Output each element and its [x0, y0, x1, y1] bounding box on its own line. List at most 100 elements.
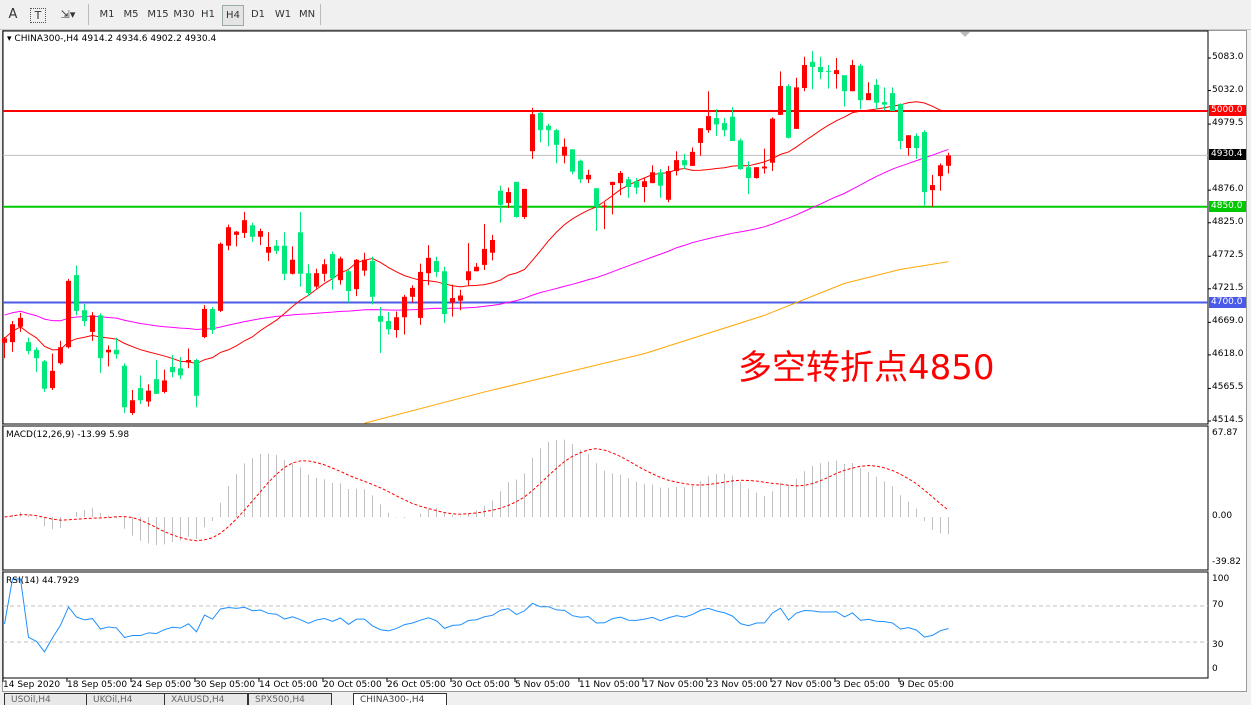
candle-body [690, 151, 695, 166]
candle-body [650, 172, 655, 184]
candle-body [722, 123, 727, 131]
rsi-label: RSI(14) 44.7929 [6, 576, 80, 586]
candle-body [706, 116, 711, 131]
date-axis-label: 30 Oct 05:00 [451, 680, 510, 690]
timeframe-m1-button[interactable]: M1 [99, 9, 115, 20]
symbol-ohlc: CHINA300-,H4 4914.2 4934.6 4902.2 4930.4 [14, 34, 217, 44]
price-axis-label: 5083.0 [1212, 52, 1244, 62]
price-panel-frame [2, 30, 1209, 425]
candle-body [482, 248, 487, 265]
timeframe-h4-button[interactable]: H4 [222, 5, 244, 26]
text-tool-icon[interactable]: A [8, 7, 18, 22]
date-axis-label: 20 Oct 05:00 [323, 680, 382, 690]
price-axis-label: 4514.5 [1212, 414, 1244, 425]
candle-body [282, 245, 287, 274]
candle-body [242, 220, 247, 233]
timeframe-h1-button[interactable]: H1 [201, 9, 215, 20]
candle-body [698, 128, 703, 143]
date-axis-label: 30 Sep 05:00 [195, 680, 256, 690]
date-axis-label: 11 Nov 05:00 [579, 680, 640, 690]
candle-body [346, 271, 351, 292]
candle-body [586, 174, 591, 180]
candle-body [434, 261, 439, 272]
candle-body [66, 280, 71, 348]
candle-body [162, 380, 167, 392]
macd-label: MACD(12,26,9) -13.99 5.98 [6, 430, 130, 440]
timeframe-w1-button[interactable]: W1 [274, 9, 292, 20]
candle-body [626, 179, 631, 187]
date-axis-label: 27 Nov 05:00 [771, 680, 832, 690]
candle-body [338, 258, 343, 281]
candle-body [578, 160, 583, 180]
chart-tab[interactable]: XAUUSD,H4 [164, 693, 248, 705]
candle-body [202, 308, 207, 338]
candle-body [154, 379, 159, 394]
candle-body [74, 275, 79, 311]
candle-body [306, 273, 311, 293]
candle-body [210, 308, 215, 331]
chart-tab[interactable]: UKOil,H4 [86, 693, 170, 705]
candle-body [298, 232, 303, 274]
date-axis-label: 14 Oct 05:00 [259, 680, 318, 690]
macd-axis-min: -39.82 [1212, 557, 1242, 567]
date-axis-label: 5 Nov 05:00 [515, 680, 570, 690]
arrows-tool-icon[interactable]: ⇲▾ [60, 8, 76, 21]
candle-body [522, 188, 527, 217]
candle-body [546, 125, 551, 131]
chart-window[interactable] [2, 30, 1247, 692]
price-axis-label: 4565.5 [1212, 382, 1244, 393]
candle-body [602, 205, 607, 207]
candle-body [258, 231, 263, 237]
candle-body [354, 259, 359, 290]
candle-body [18, 317, 23, 327]
timeframe-m15-button[interactable]: M15 [147, 9, 169, 20]
candle-body [898, 103, 903, 142]
candle-body [290, 259, 295, 274]
candle-body [490, 239, 495, 253]
candle-body [810, 61, 815, 67]
candle-body [466, 271, 471, 281]
chart-tab[interactable]: SPX500,H4 [248, 693, 332, 705]
candle-body [538, 112, 543, 131]
candle-body [786, 86, 791, 138]
candle-body [946, 155, 951, 166]
rsi-axis-100: 100 [1212, 574, 1230, 584]
candle-body [314, 273, 319, 287]
candle-body [554, 130, 559, 145]
candle-body [186, 360, 191, 363]
candle-body [410, 287, 415, 297]
candle-body [114, 349, 119, 355]
price-axis-label: 4772.5 [1212, 250, 1244, 261]
timeframe-d1-button[interactable]: D1 [250, 9, 266, 20]
candle-body [794, 87, 799, 129]
candle-body [714, 118, 719, 125]
candle-body [474, 266, 479, 272]
timeframe-m30-button[interactable]: M30 [173, 9, 195, 20]
price-axis-label: 5032.0 [1212, 84, 1244, 95]
candle-body [514, 181, 519, 217]
candle-body [26, 342, 31, 352]
toolbar: A T ⇲▾ M1 M5 M15 M30 H1 H4 D1 W1 MN [0, 0, 1251, 30]
candle-body [450, 298, 455, 303]
candle-body [322, 264, 327, 274]
candle-body [770, 118, 775, 163]
timeframe-mn-button[interactable]: MN [298, 9, 316, 20]
date-axis-label: 9 Dec 05:00 [899, 680, 954, 690]
chart-tabs: USOil,H4 UKOil,H4 XAUUSD,H4 SPX500,H4 CHINA3… [0, 693, 1251, 705]
timeframe-m5-button[interactable]: M5 [123, 9, 139, 20]
candle-body [42, 361, 47, 389]
price-axis-label: 4825.0 [1212, 216, 1244, 227]
candle-body [802, 65, 807, 89]
date-axis-label: 24 Sep 05:00 [131, 680, 192, 690]
price-axis-label: 4618.0 [1212, 348, 1244, 359]
date-axis-label: 17 Nov 05:00 [643, 680, 704, 690]
candle-body [34, 349, 39, 359]
collapse-triangle-icon[interactable]: ▾ [7, 34, 12, 44]
chart-tab[interactable]: CHINA300-,H4 [353, 693, 447, 705]
candle-body [730, 116, 735, 142]
chart-tab[interactable]: USOil,H4 [4, 693, 88, 705]
candle-body [130, 400, 135, 414]
text-label-tool-icon[interactable]: T [30, 8, 46, 23]
date-axis-label: 14 Sep 2020 [3, 680, 61, 690]
candle-body [10, 324, 15, 343]
